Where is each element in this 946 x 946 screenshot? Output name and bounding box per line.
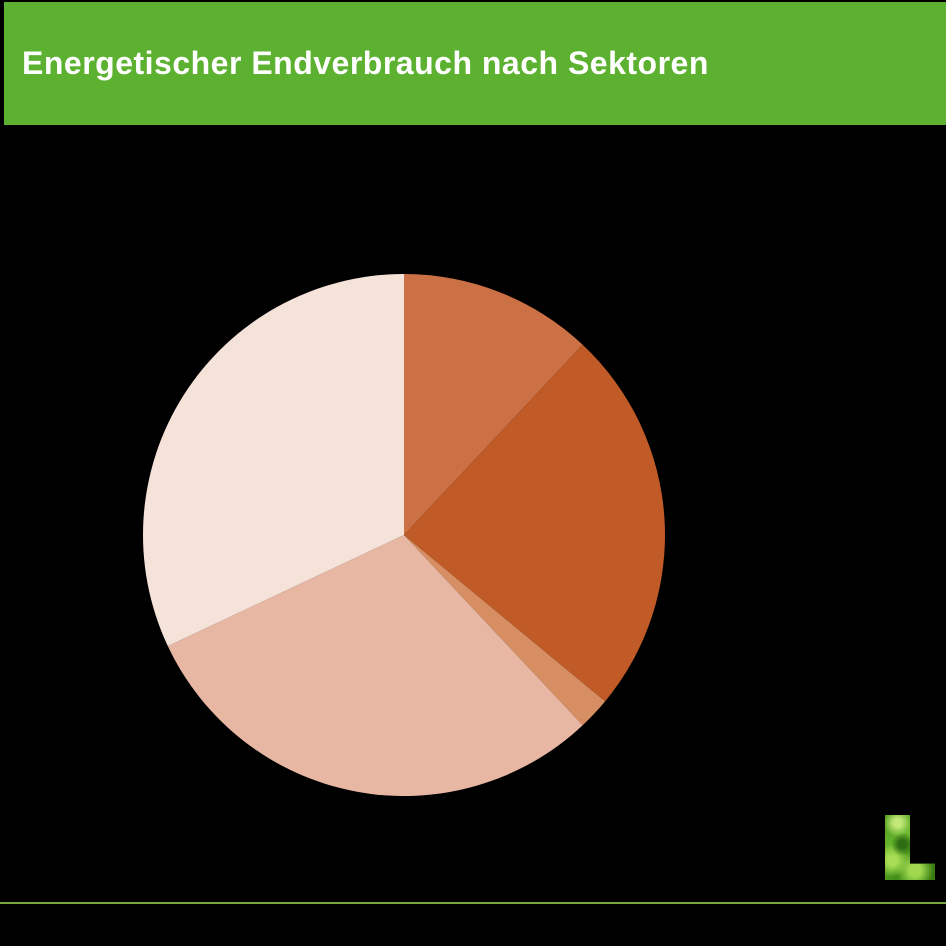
page-title: Energetischer Endverbrauch nach Sektoren (22, 45, 709, 81)
footer-rule (0, 902, 946, 904)
pie-slice-4 (167, 535, 583, 797)
pie-slice-2 (404, 344, 665, 702)
pie-slice-1 (404, 273, 583, 535)
pie-slice-3 (404, 535, 606, 726)
header: Energetischer Endverbrauch nach Sektoren (4, 2, 946, 125)
pie-slice-5 (142, 274, 404, 647)
